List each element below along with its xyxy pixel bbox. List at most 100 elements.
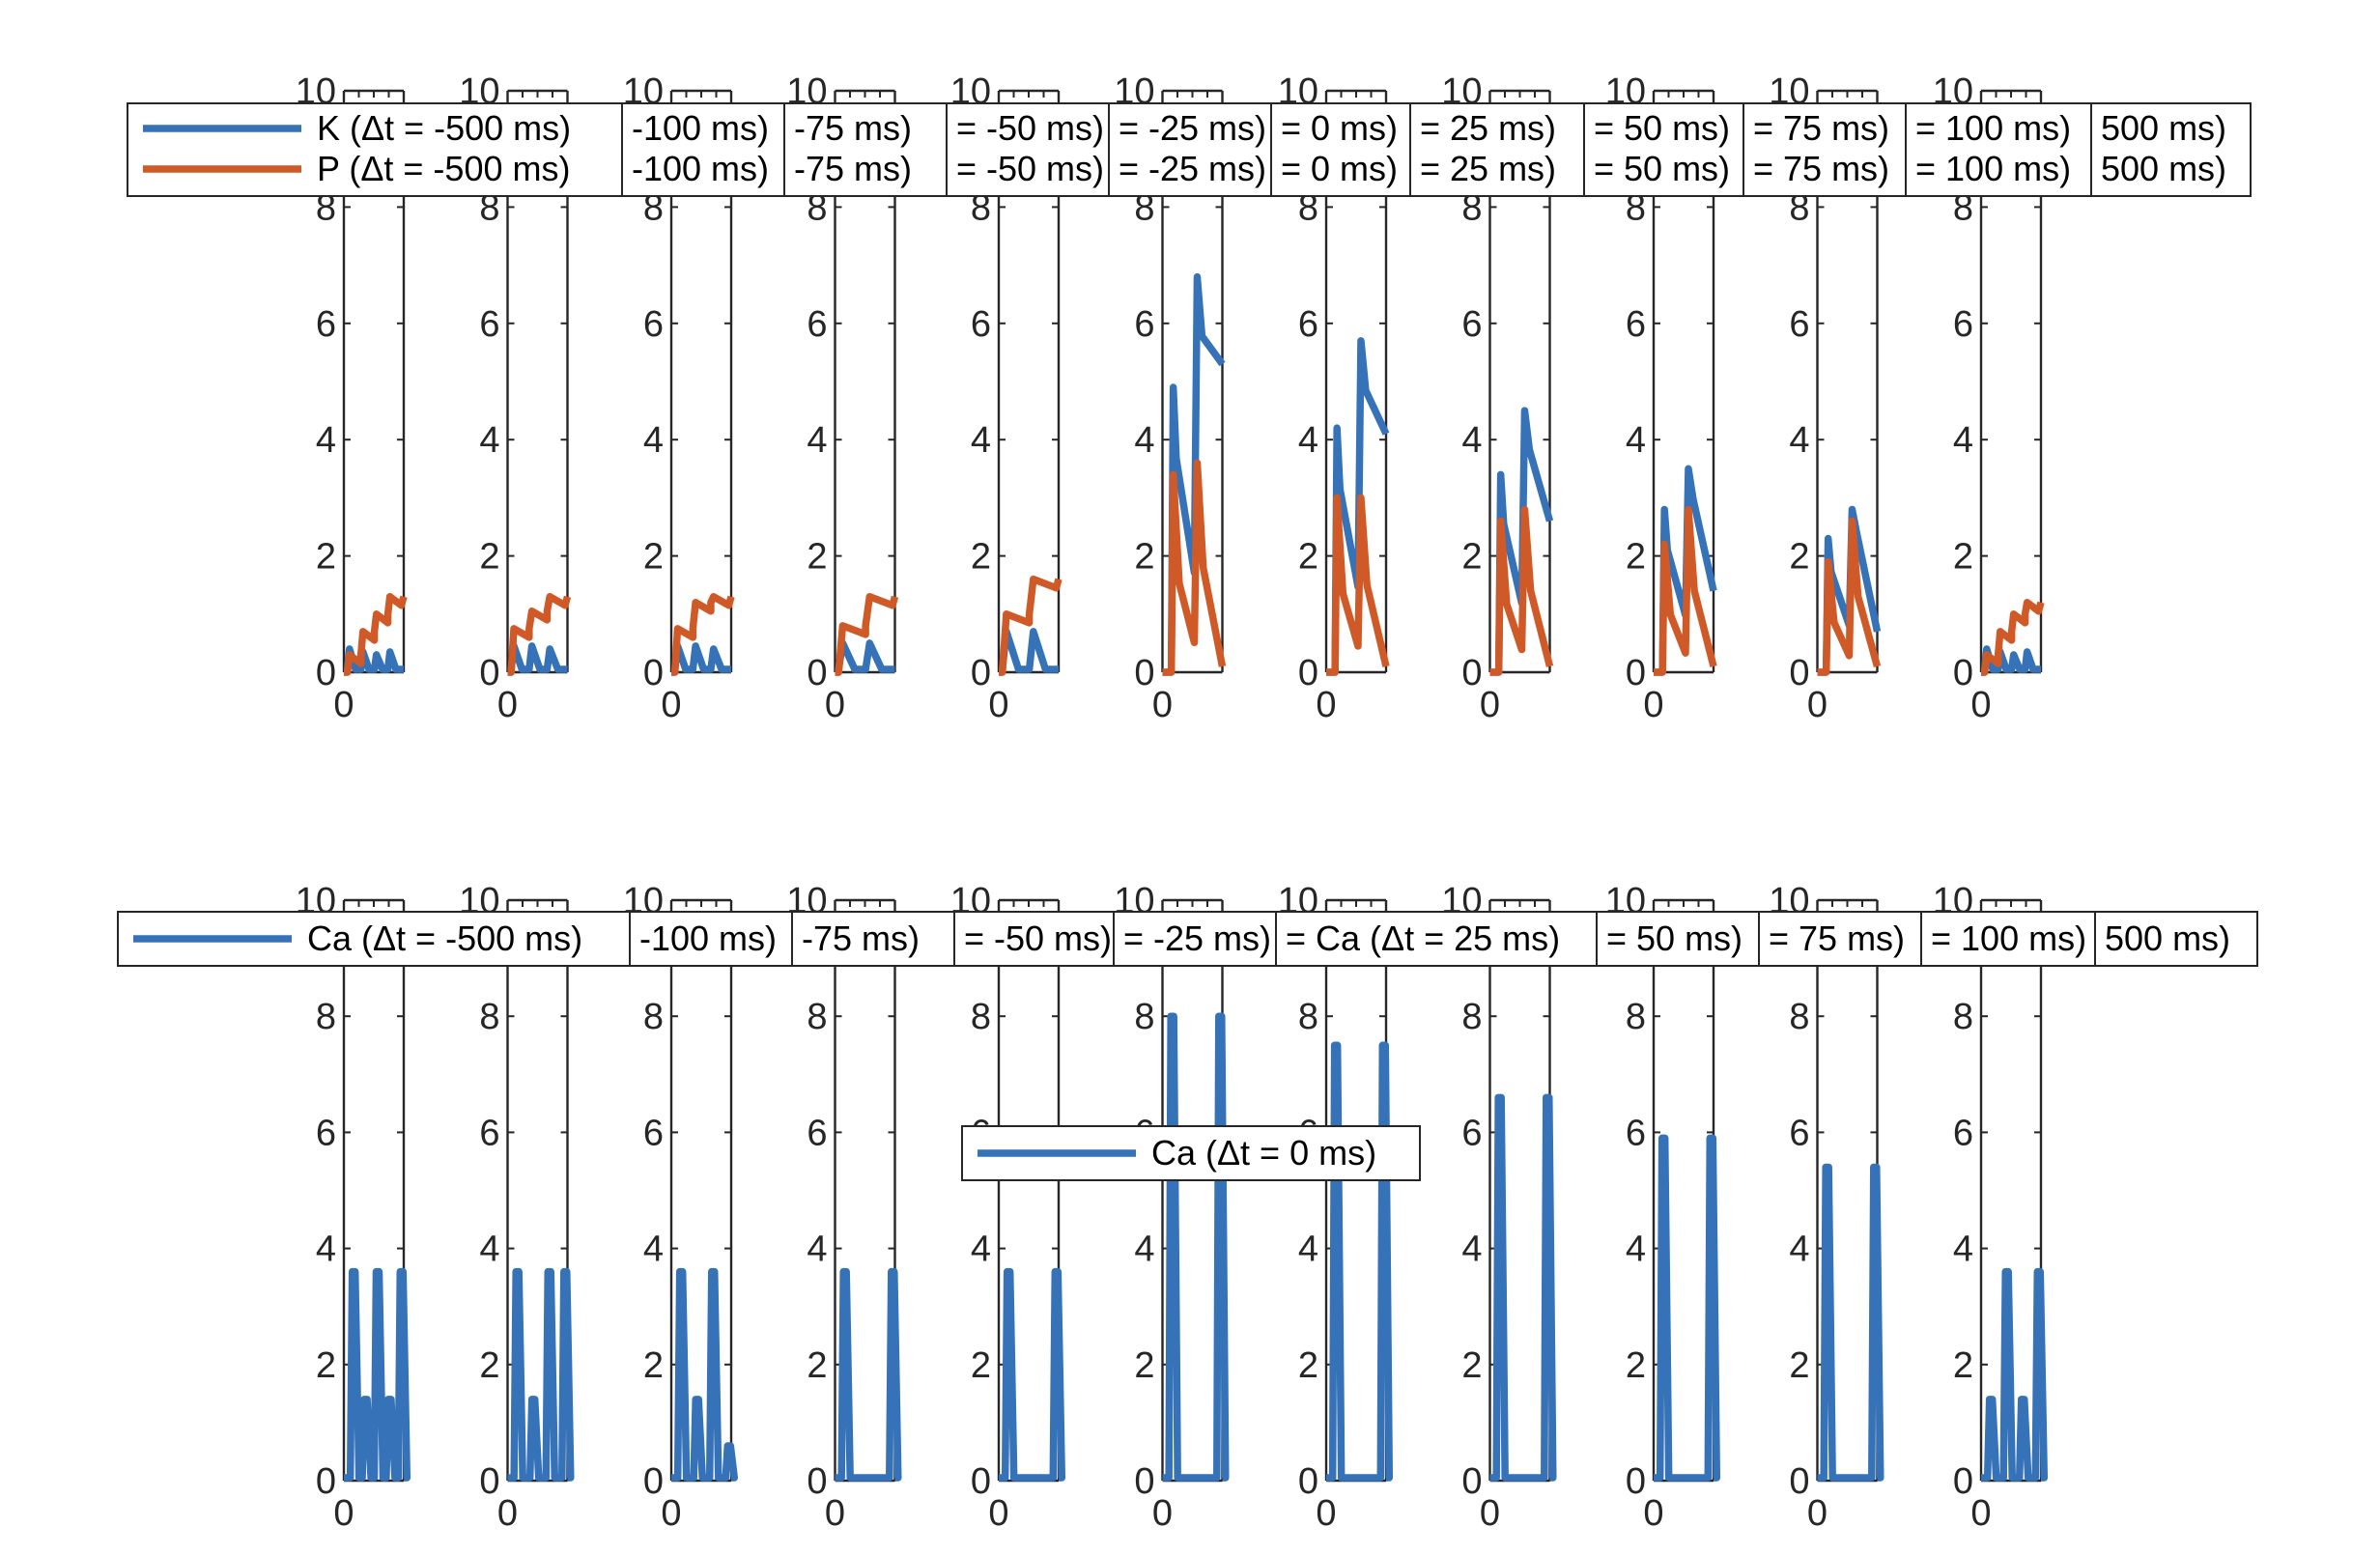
series-line-ca [1981,1267,2049,1482]
y-tick-label: 0 [971,1461,991,1502]
y-tick-label: 2 [971,537,991,578]
y-tick-label: 4 [643,1230,664,1270]
y-tick-label: 6 [1461,304,1482,345]
y-tick-label: 2 [316,1345,336,1386]
top-legend: K (Δt = -500 ms)P (Δt = -500 ms) -100 ms)… [127,102,2252,197]
y-tick-label: 8 [643,187,664,228]
y-tick-label: 6 [316,1113,336,1153]
legend-box-top [946,102,1110,197]
y-tick-label: 4 [643,420,664,461]
legend-box-bottom [1758,911,1922,967]
y-tick-label: 2 [643,1345,664,1386]
inner-legend-entry-ca: Ca (Δt = 0 ms) [1151,1133,1376,1173]
y-tick-label: 8 [1461,997,1482,1037]
legend-entry-k: -75 ms) [794,108,912,148]
y-tick-label: 0 [1789,1461,1809,1502]
y-tick-label: 4 [807,420,827,461]
y-tick-label: 0 [1626,653,1646,693]
y-tick-label: 4 [971,1230,991,1270]
x-tick-label: 0 [988,1493,1008,1534]
y-tick-label: 2 [479,537,499,578]
legend-entry-k: K (Δt = -500 ms) [317,108,571,148]
series-line-p [670,592,735,676]
legend-entry-p: = 100 ms) [1915,149,2071,188]
y-tick-label: 2 [1626,537,1646,578]
y-tick-label: 0 [1298,1461,1318,1502]
legend-box-bottom [791,911,955,967]
legend-box-top [1905,102,2092,197]
legend-entry-p: = 25 ms) [1420,149,1556,188]
y-tick-label: 6 [479,304,499,345]
legend-entry-k: = 100 ms) [1915,108,2071,148]
y-tick-label: 6 [1789,1113,1809,1153]
y-tick-label: 0 [1626,1461,1646,1502]
y-tick-label: 8 [1298,187,1318,228]
y-tick-label: 6 [643,1113,664,1153]
y-tick-label: 0 [643,1461,664,1502]
y-tick-label: 2 [1626,1345,1646,1386]
y-tick-label: 0 [1461,653,1482,693]
legend-entry-p: = 0 ms) [1281,149,1398,188]
legend-entry-p: 500 ms) [2101,149,2226,188]
series-line-ca [1489,1093,1557,1482]
y-tick-label: 0 [316,1461,336,1502]
legend-entry-p: = 75 ms) [1753,149,1889,188]
series-line-ca [1817,1163,1884,1482]
y-tick-label: 4 [1789,420,1809,461]
y-tick-label: 2 [1298,537,1318,578]
series-line-p [1162,459,1227,676]
y-tick-label: 0 [1789,653,1809,693]
legend-entry-ca: -75 ms) [802,919,920,958]
y-tick-label: 0 [316,653,336,693]
series-line-ca [344,1267,411,1482]
y-tick-label: 8 [1789,997,1809,1037]
legend-entry-k: = 0 ms) [1281,108,1398,148]
x-tick-label: 0 [1480,685,1500,725]
y-tick-label: 2 [1134,537,1154,578]
legend-entry-p: = 50 ms) [1594,149,1730,188]
y-tick-label: 8 [971,187,991,228]
y-tick-label: 8 [643,997,664,1037]
y-tick-label: 0 [1953,1461,1973,1502]
legend-box-top [127,102,623,197]
y-tick-label: 2 [807,537,827,578]
series-line-p [1980,599,2045,676]
y-tick-label: 2 [807,1345,827,1386]
y-tick-label: 4 [479,1230,499,1270]
x-tick-label: 0 [988,685,1008,725]
series-line-ca [999,1267,1066,1482]
y-tick-label: 4 [1953,420,1973,461]
legend-entry-ca: Ca (Δt = -500 ms) [307,919,582,958]
legend-entry-k: = 75 ms) [1753,108,1889,148]
y-tick-label: 0 [1461,1461,1482,1502]
series-line-ca [1654,1134,1721,1482]
y-tick-label: 8 [479,187,499,228]
y-tick-label: 2 [1789,1345,1809,1386]
legend-entry-ca: -100 ms) [639,919,777,958]
x-tick-label: 0 [1152,685,1173,725]
y-tick-label: 6 [1626,304,1646,345]
y-tick-label: 6 [807,304,827,345]
y-tick-label: 8 [807,187,827,228]
legend-entry-ca: = -25 ms) [1123,919,1271,958]
y-tick-label: 6 [1461,1113,1482,1153]
series-line-p [1489,505,1554,676]
x-tick-label: 0 [1970,685,1991,725]
series-line-p [1326,494,1390,676]
legend-entry-ca: 500 ms) [2105,919,2230,958]
y-tick-label: 2 [1789,537,1809,578]
y-tick-label: 6 [1626,1113,1646,1153]
y-tick-label: 4 [1626,1230,1646,1270]
y-tick-label: 8 [807,997,827,1037]
